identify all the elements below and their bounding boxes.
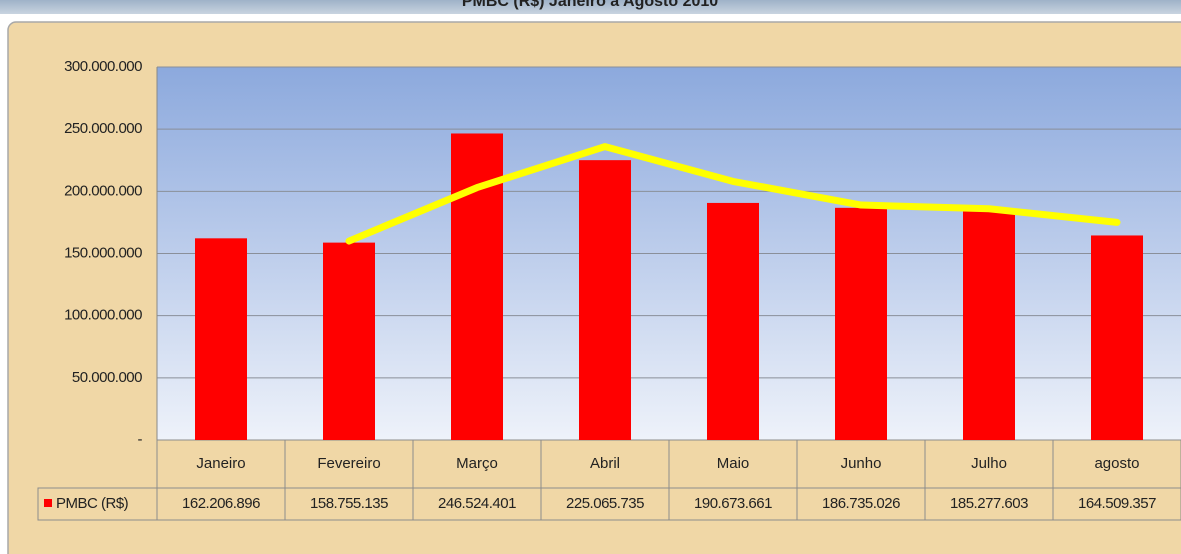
- bar: [1091, 235, 1143, 440]
- table-value: 164.509.357: [1078, 495, 1156, 512]
- bar: [323, 242, 375, 440]
- y-tick-label: 150.000.000: [64, 244, 142, 261]
- table-value: 225.065.735: [566, 495, 644, 512]
- table-value: 186.735.026: [822, 495, 900, 512]
- y-tick-label: -: [138, 431, 143, 448]
- chart-title: PMBC (R$) Janeiro a Agosto 2010: [462, 0, 718, 10]
- table-value: 246.524.401: [438, 495, 516, 512]
- y-tick-label: 250.000.000: [64, 120, 142, 137]
- x-tick-label: Julho: [971, 455, 1007, 472]
- x-tick-label: Janeiro: [196, 455, 245, 472]
- y-tick-label: 50.000.000: [72, 369, 142, 386]
- legend-swatch: [44, 499, 52, 507]
- x-tick-label: Março: [456, 455, 498, 472]
- table-value: 162.206.896: [182, 495, 260, 512]
- bar: [707, 202, 759, 440]
- table-value: 190.673.661: [694, 495, 772, 512]
- legend-label: PMBC (R$): [56, 495, 129, 512]
- y-tick-label: 200.000.000: [64, 182, 142, 199]
- bar: [195, 238, 247, 440]
- table-value: 158.755.135: [310, 495, 388, 512]
- x-tick-label: Abril: [590, 455, 620, 472]
- y-tick-label: 300.000.000: [64, 58, 142, 75]
- trendline: [345, 143, 1121, 245]
- y-tick-label: 100.000.000: [64, 307, 142, 324]
- table-value-cell: [1052, 487, 1181, 521]
- x-tick-label: Junho: [841, 455, 882, 472]
- x-tick-label: agosto: [1094, 455, 1139, 472]
- table-value: 185.277.603: [950, 495, 1028, 512]
- header-strip: [0, 0, 1181, 14]
- bar: [579, 160, 631, 440]
- x-tick-label: Maio: [717, 455, 750, 472]
- bar: [835, 207, 887, 440]
- bar: [963, 209, 1015, 440]
- x-tick-label: Fevereiro: [317, 455, 380, 472]
